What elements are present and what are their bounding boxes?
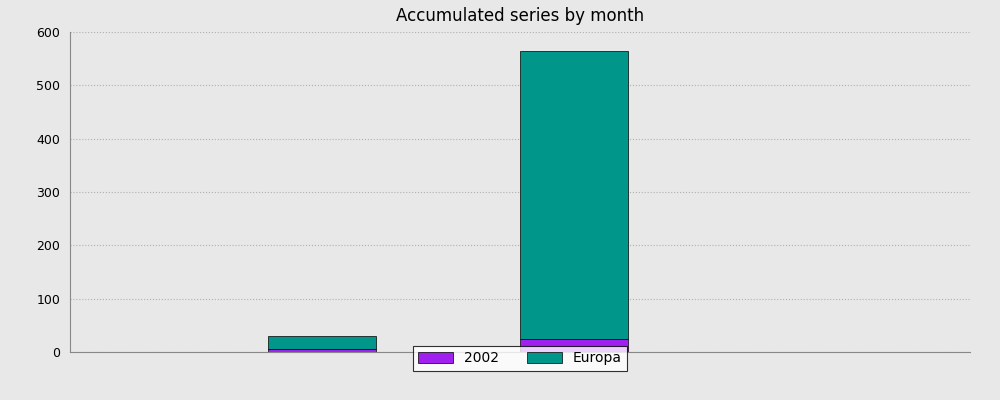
Title: Accumulated series by month: Accumulated series by month xyxy=(396,7,644,25)
Bar xyxy=(520,339,628,352)
Bar xyxy=(268,349,376,352)
Bar xyxy=(520,51,628,339)
Legend: 2002, Europa: 2002, Europa xyxy=(413,346,627,371)
Bar xyxy=(268,336,376,349)
